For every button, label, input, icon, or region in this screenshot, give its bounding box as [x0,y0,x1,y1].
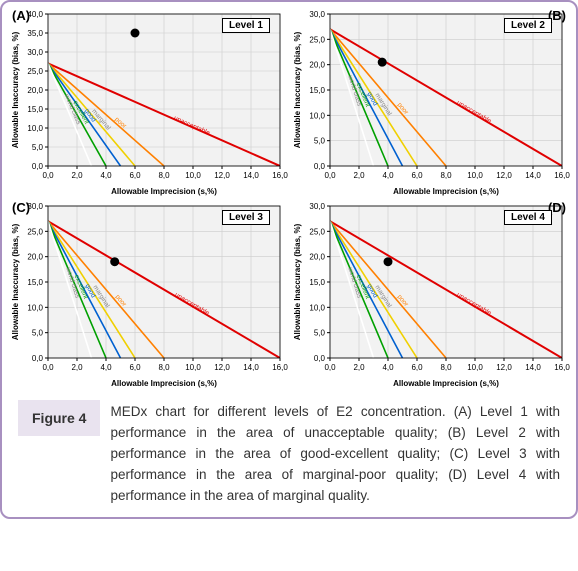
svg-text:6,0: 6,0 [411,363,423,372]
svg-text:0,0: 0,0 [32,162,44,171]
svg-text:6,0: 6,0 [129,171,141,180]
svg-text:0,0: 0,0 [314,162,326,171]
svg-text:20,0: 20,0 [309,61,325,70]
svg-text:14,0: 14,0 [525,171,541,180]
svg-text:20,0: 20,0 [27,86,43,95]
panel-c: 0,0 2,0 4,0 6,0 8,0 10,0 12,0 14,0 16,0 0,0 5,0 10,… [8,200,288,390]
svg-text:16,0: 16,0 [554,171,570,180]
svg-text:2,0: 2,0 [71,363,83,372]
svg-text:30,0: 30,0 [309,10,325,19]
svg-text:Allowable Imprecision (s,%): Allowable Imprecision (s,%) [393,379,499,388]
panel-a: 0,0 2,0 4,0 6,0 8,0 10,0 12,0 14,0 16,0 0,0 5,0 10,… [8,8,288,198]
svg-text:25,0: 25,0 [27,67,43,76]
svg-text:0,0: 0,0 [42,363,54,372]
panel-letter: (C) [12,200,30,215]
svg-text:5,0: 5,0 [314,137,326,146]
svg-text:4,0: 4,0 [382,171,394,180]
svg-text:10,0: 10,0 [27,303,43,312]
svg-text:Allowable Inaccuracy (bias, %): Allowable Inaccuracy (bias, %) [11,223,20,340]
svg-text:0,0: 0,0 [32,354,44,363]
svg-text:16,0: 16,0 [554,363,570,372]
svg-text:6,0: 6,0 [411,171,423,180]
svg-text:20,0: 20,0 [27,253,43,262]
caption-row: Figure 4 MEDx chart for different levels… [8,400,570,507]
svg-text:2,0: 2,0 [353,363,365,372]
level-box: Level 4 [504,210,552,225]
svg-text:10,0: 10,0 [309,303,325,312]
svg-text:6,0: 6,0 [129,363,141,372]
svg-text:14,0: 14,0 [243,171,259,180]
level-box: Level 1 [222,18,270,33]
svg-text:30,0: 30,0 [27,48,43,57]
svg-text:35,0: 35,0 [27,29,43,38]
svg-text:10,0: 10,0 [467,171,483,180]
svg-text:8,0: 8,0 [158,171,170,180]
svg-text:2,0: 2,0 [353,171,365,180]
level-box: Level 3 [222,210,270,225]
svg-text:4,0: 4,0 [382,363,394,372]
figure-label: Figure 4 [18,400,100,436]
svg-text:2,0: 2,0 [71,171,83,180]
svg-text:15,0: 15,0 [27,105,43,114]
svg-text:Allowable Imprecision (s,%): Allowable Imprecision (s,%) [111,187,217,196]
svg-text:12,0: 12,0 [214,171,230,180]
svg-text:12,0: 12,0 [214,363,230,372]
svg-text:10,0: 10,0 [27,124,43,133]
svg-text:10,0: 10,0 [185,363,201,372]
panel-b: 0,0 2,0 4,0 6,0 8,0 10,0 12,0 14,0 16,0 0,0 5,0 10,… [290,8,570,198]
svg-text:14,0: 14,0 [243,363,259,372]
svg-text:Allowable Imprecision (s,%): Allowable Imprecision (s,%) [111,379,217,388]
svg-text:Allowable Inaccuracy (bias, %): Allowable Inaccuracy (bias, %) [293,223,302,340]
svg-text:5,0: 5,0 [32,143,44,152]
svg-text:10,0: 10,0 [467,363,483,372]
svg-text:15,0: 15,0 [309,86,325,95]
svg-text:8,0: 8,0 [158,363,170,372]
figure-caption: MEDx chart for different levels of E2 co… [110,400,560,507]
svg-text:10,0: 10,0 [185,171,201,180]
level-box: Level 2 [504,18,552,33]
panel-d: 0,0 2,0 4,0 6,0 8,0 10,0 12,0 14,0 16,0 0,0 5,0 10,… [290,200,570,390]
svg-text:Allowable Inaccuracy (bias, %): Allowable Inaccuracy (bias, %) [293,31,302,148]
panel-letter: (A) [12,8,30,23]
svg-text:0,0: 0,0 [324,363,336,372]
svg-text:0,0: 0,0 [42,171,54,180]
svg-text:30,0: 30,0 [309,202,325,211]
svg-text:Allowable Imprecision (s,%): Allowable Imprecision (s,%) [393,187,499,196]
svg-text:0,0: 0,0 [324,171,336,180]
svg-text:16,0: 16,0 [272,171,288,180]
charts-grid: 0,0 2,0 4,0 6,0 8,0 10,0 12,0 14,0 16,0 0,0 5,0 10,… [8,8,570,390]
svg-text:5,0: 5,0 [314,329,326,338]
figure-container: 0,0 2,0 4,0 6,0 8,0 10,0 12,0 14,0 16,0 0,0 5,0 10,… [0,0,578,519]
svg-text:20,0: 20,0 [309,253,325,262]
svg-text:8,0: 8,0 [440,171,452,180]
svg-text:25,0: 25,0 [309,35,325,44]
svg-text:15,0: 15,0 [309,278,325,287]
svg-text:Allowable Inaccuracy (bias, %): Allowable Inaccuracy (bias, %) [11,31,20,148]
svg-text:10,0: 10,0 [309,111,325,120]
svg-text:0,0: 0,0 [314,354,326,363]
svg-text:25,0: 25,0 [309,227,325,236]
svg-text:5,0: 5,0 [32,329,44,338]
svg-text:25,0: 25,0 [27,227,43,236]
svg-text:4,0: 4,0 [100,171,112,180]
svg-text:4,0: 4,0 [100,363,112,372]
svg-text:16,0: 16,0 [272,363,288,372]
svg-text:15,0: 15,0 [27,278,43,287]
svg-text:12,0: 12,0 [496,171,512,180]
svg-text:8,0: 8,0 [440,363,452,372]
svg-text:12,0: 12,0 [496,363,512,372]
svg-text:14,0: 14,0 [525,363,541,372]
